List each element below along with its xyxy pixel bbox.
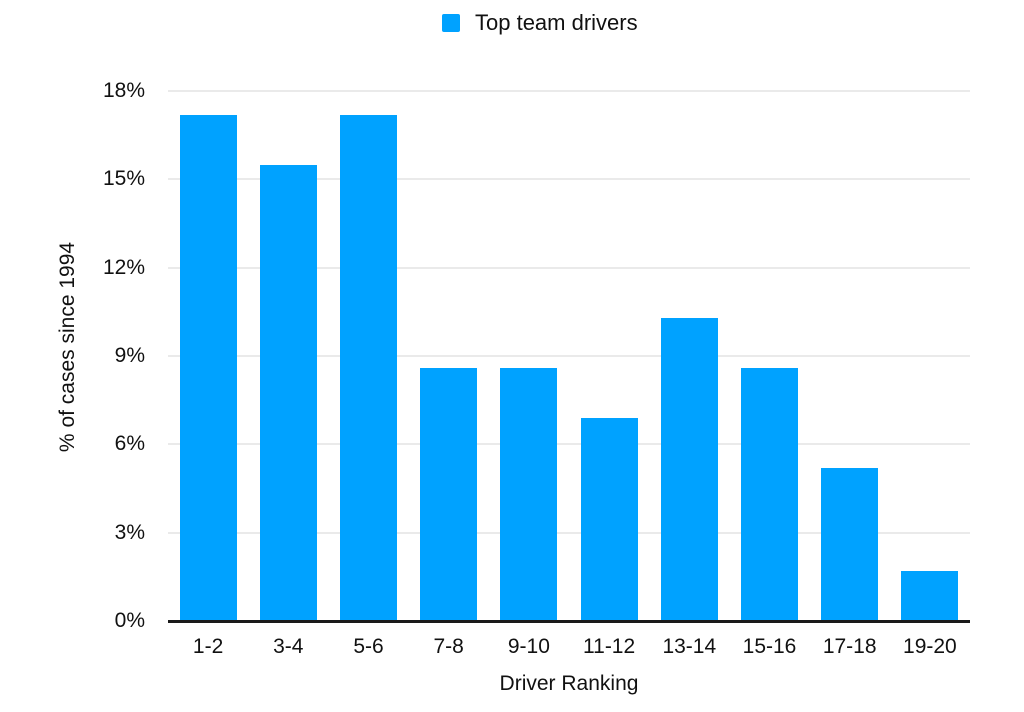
x-axis-title: Driver Ranking xyxy=(499,672,639,695)
y-tick-label: 0% xyxy=(114,609,145,632)
bar xyxy=(500,367,558,621)
x-tick-label: 3-4 xyxy=(273,635,304,658)
x-tick-label: 19-20 xyxy=(903,635,957,658)
bar xyxy=(821,467,879,621)
bar xyxy=(741,367,798,621)
y-tick-label: 12% xyxy=(102,255,145,279)
x-tick-label: 13-14 xyxy=(662,635,717,658)
legend: Top team drivers xyxy=(442,12,638,34)
y-tick-label: 9% xyxy=(114,344,145,367)
y-tick-label: 18% xyxy=(102,79,145,102)
gridline xyxy=(168,178,970,180)
bar xyxy=(340,114,397,621)
x-tick-label: 11-12 xyxy=(583,635,636,658)
plot-area: 0% 3% 6% 9% 12% 15% 18% 1-2 3-4 5-6 7-8 9-10 11-12 13… xyxy=(103,79,970,658)
bar xyxy=(420,367,478,621)
y-tick-label: 6% xyxy=(114,432,145,456)
x-tick-label: 9-10 xyxy=(507,635,550,658)
x-tick-label: 1-2 xyxy=(192,635,224,658)
y-axis-title: % of cases since 1994 xyxy=(56,241,79,453)
legend-swatch-icon xyxy=(442,14,460,32)
x-axis-line xyxy=(168,619,970,623)
gridline xyxy=(168,532,970,534)
y-tick-label: 3% xyxy=(114,520,145,544)
x-tick-label: 17-18 xyxy=(822,635,877,658)
gridline xyxy=(168,443,970,445)
bar xyxy=(660,317,718,621)
gridline xyxy=(168,355,970,357)
bar xyxy=(901,570,959,621)
legend-label: Top team drivers xyxy=(475,10,638,35)
bar xyxy=(259,164,317,621)
bar xyxy=(179,114,237,621)
gridline xyxy=(168,90,970,92)
x-tick-label: 7-8 xyxy=(433,635,464,658)
x-tick-label: 15-16 xyxy=(742,635,797,658)
bar xyxy=(580,417,638,621)
y-tick-label: 15% xyxy=(102,167,145,191)
gridline xyxy=(168,267,970,269)
x-tick-label: 5-6 xyxy=(353,635,384,658)
